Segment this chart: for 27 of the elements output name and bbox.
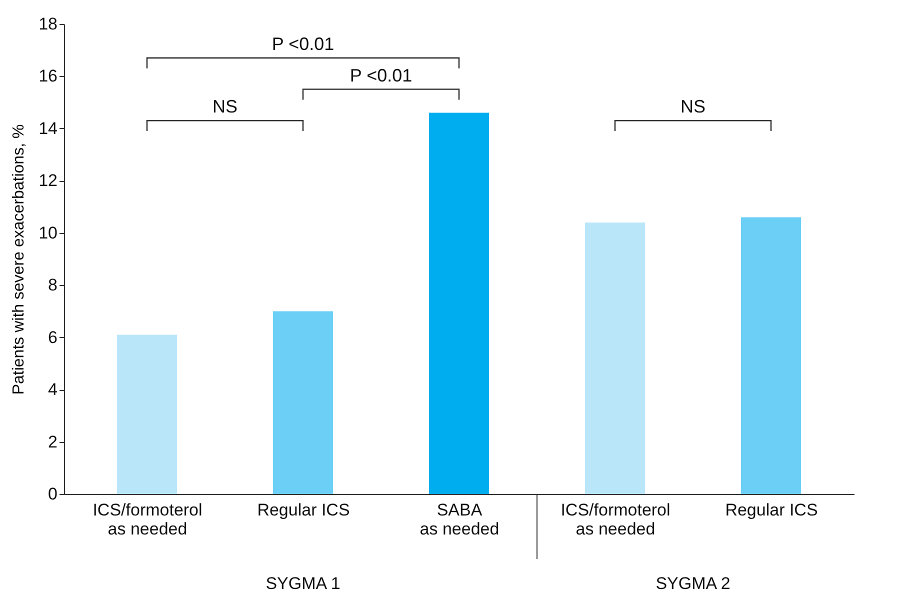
text: SYGMA 2 [656, 574, 730, 593]
bar [273, 311, 333, 494]
y-tick-label: 6 [48, 328, 58, 347]
y-tick-label: 4 [48, 380, 58, 400]
x-tick-label: ICS/formoterol as needed [560, 500, 670, 538]
x-tick-label: ICS/formoterol as needed [92, 500, 202, 538]
y-tick-label: 0 [48, 484, 58, 504]
y-tick-label: 14 [38, 118, 58, 138]
y-tick-label: 18 [38, 14, 58, 34]
annotation: P <0.01 [350, 65, 412, 86]
y-tick-label: 16 [38, 66, 58, 86]
bar [585, 222, 645, 494]
bar [429, 112, 489, 494]
x-tick-label: Regular ICS [725, 500, 818, 520]
y-tick-label: 10 [38, 223, 58, 242]
bar [117, 334, 177, 494]
y-tick-label: 8 [48, 276, 58, 295]
annotation: NS [212, 96, 238, 117]
y-tick-label: 12 [38, 171, 58, 190]
x-tick-label: Regular ICS [257, 500, 350, 520]
text: SYGMA 1 [266, 574, 340, 593]
x-tick-label: SABA as needed [420, 500, 500, 538]
annotation: NS [680, 96, 706, 117]
bar [741, 217, 801, 494]
annotation: P <0.01 [272, 34, 334, 54]
y-tick-label: 2 [48, 432, 58, 452]
y-axis-title: Patients with severe exacerbations, % [10, 124, 28, 395]
